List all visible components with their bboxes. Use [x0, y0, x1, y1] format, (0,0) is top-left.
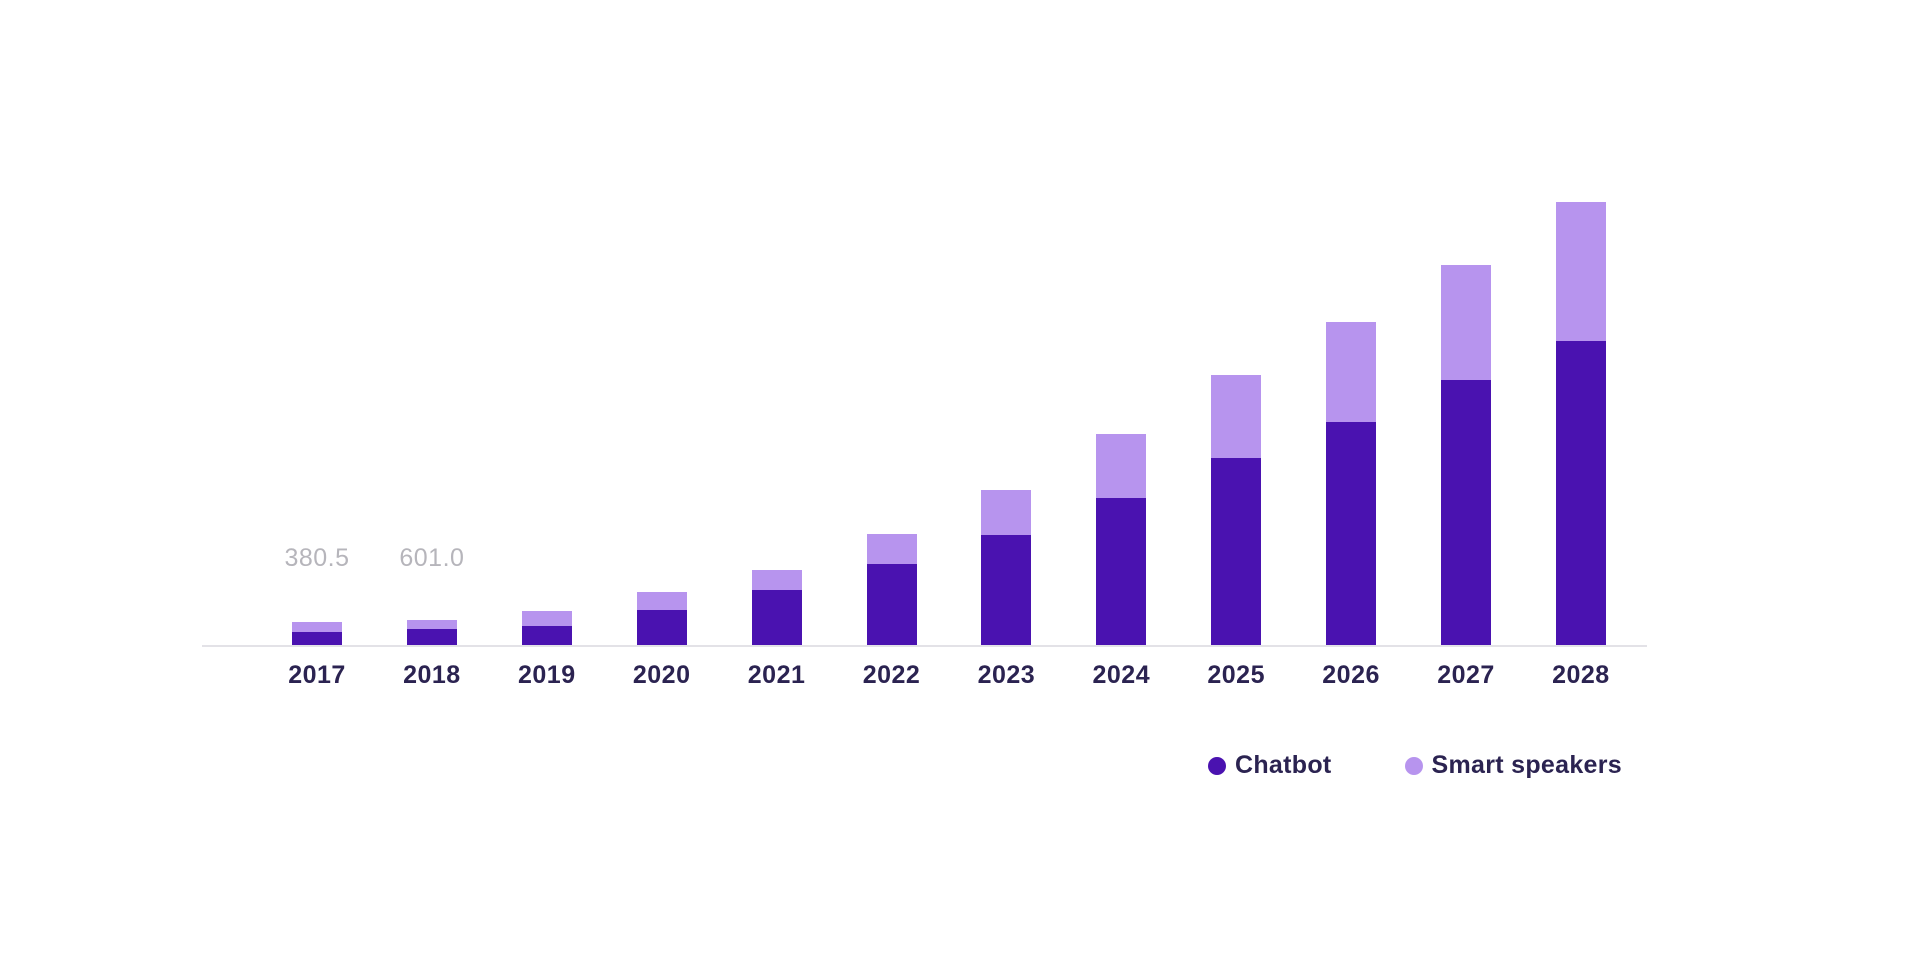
x-tick-label-2017: 2017 — [288, 661, 346, 689]
legend-label-smart-speakers: Smart speakers — [1431, 751, 1622, 779]
legend-item-chatbot: Chatbot — [1208, 751, 1332, 780]
legend-label-chatbot: Chatbot — [1235, 751, 1332, 779]
bar-segment-chatbot — [1326, 422, 1377, 645]
data-label-2018: 601.0 — [399, 544, 465, 572]
x-axis-line — [202, 645, 1647, 647]
bar-2021 — [751, 570, 802, 645]
bar-segment-smart-speakers — [866, 534, 917, 564]
bar-2019 — [521, 611, 572, 645]
bar-segment-chatbot — [981, 535, 1032, 645]
legend-dot-smart-speakers — [1404, 756, 1423, 775]
x-tick-label-2024: 2024 — [1092, 661, 1151, 689]
bar-2020 — [636, 592, 687, 645]
x-tick-label-2023: 2023 — [977, 661, 1036, 689]
bar-segment-smart-speakers — [1211, 375, 1262, 458]
x-tick-label-2027: 2027 — [1437, 661, 1495, 689]
x-tick-label-2021: 2021 — [747, 661, 806, 689]
x-tick-label-2018: 2018 — [403, 661, 461, 689]
legend-dot-chatbot — [1208, 756, 1226, 775]
x-tick-label-2020: 2020 — [632, 661, 691, 689]
x-tick-label-2025: 2025 — [1207, 661, 1265, 689]
bar-segment-smart-speakers — [751, 570, 802, 590]
bar-2025 — [1211, 375, 1262, 645]
bar-2017 — [292, 622, 342, 645]
bar-segment-smart-speakers — [1326, 322, 1377, 422]
data-label-2017: 380.5 — [284, 544, 350, 572]
bar-segment-smart-speakers — [292, 622, 342, 632]
x-tick-label-2022: 2022 — [862, 661, 921, 689]
bar-segment-chatbot — [1096, 498, 1147, 645]
bar-segment-smart-speakers — [981, 490, 1032, 535]
bar-segment-smart-speakers — [1555, 202, 1606, 341]
bar-segment-chatbot — [1555, 341, 1606, 645]
x-tick-label-2019: 2019 — [517, 661, 576, 689]
bar-2027 — [1441, 265, 1491, 645]
bar-segment-chatbot — [521, 626, 572, 645]
bar-segment-chatbot — [1441, 380, 1491, 645]
bar-segment-smart-speakers — [406, 620, 457, 629]
bar-segment-chatbot — [292, 632, 342, 645]
bar-segment-smart-speakers — [1441, 265, 1491, 380]
bar-segment-smart-speakers — [636, 592, 687, 610]
bar-2026 — [1326, 322, 1377, 645]
bar-2028 — [1555, 202, 1606, 645]
bar-2022 — [866, 534, 917, 645]
x-tick-label-2026: 2026 — [1322, 661, 1380, 689]
bar-segment-chatbot — [751, 590, 802, 645]
x-tick-label-2028: 2028 — [1552, 661, 1610, 689]
legend: Chatbot Smart speakers — [1208, 751, 1622, 780]
bar-segment-chatbot — [1211, 458, 1262, 645]
bar-segment-chatbot — [636, 610, 687, 645]
bar-2024 — [1096, 434, 1147, 645]
bar-2018 — [406, 620, 457, 645]
legend-item-smart-speakers: Smart speakers — [1404, 751, 1622, 780]
bar-segment-smart-speakers — [1096, 434, 1147, 498]
bar-segment-chatbot — [866, 564, 917, 645]
bar-segment-smart-speakers — [521, 611, 572, 626]
bar-segment-chatbot — [406, 629, 457, 645]
bar-2023 — [981, 490, 1032, 645]
